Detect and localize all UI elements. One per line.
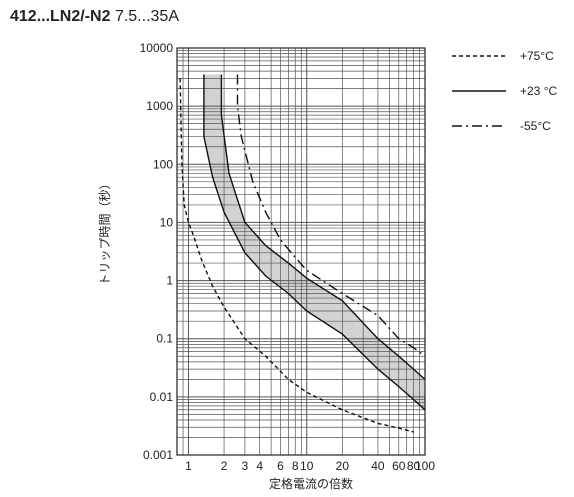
- x-tick-label: 100: [415, 459, 435, 473]
- tolerance-band: [203, 74, 425, 410]
- plot-frame: [176, 47, 426, 456]
- series-line-1: [179, 78, 414, 433]
- x-tick-label: 6: [277, 459, 284, 473]
- series-line-3: [220, 74, 426, 380]
- legend-label-2: +23 °C: [520, 84, 557, 98]
- x-tick-label: 8: [292, 459, 299, 473]
- y-tick-label: 0.01: [150, 390, 174, 404]
- x-tick-label: 1: [185, 459, 192, 473]
- chart-title: 412...LN2/-N2 7.5...35A: [10, 8, 179, 26]
- y-tick-label: 1000: [146, 99, 173, 113]
- y-tick-label: 0.001: [143, 448, 173, 462]
- x-tick-label: 10: [300, 459, 314, 473]
- x-tick-label: 40: [371, 459, 385, 473]
- series-line-4: [236, 74, 426, 357]
- y-tick-label: 1: [166, 274, 173, 288]
- x-tick-label: 80: [407, 459, 421, 473]
- x-tick-label: 60: [392, 459, 406, 473]
- legend-label-3: -55°C: [520, 119, 551, 133]
- x-tick-label: 2: [221, 459, 228, 473]
- legend-label-1: +75°C: [520, 49, 554, 63]
- y-tick-label: 0.1: [156, 332, 173, 346]
- x-tick-label: 4: [256, 459, 263, 473]
- x-axis-label: 定格電流の倍数: [269, 476, 353, 491]
- series-line-2: [203, 74, 426, 411]
- y-tick-label: 10: [160, 215, 174, 229]
- x-tick-label: 20: [336, 459, 350, 473]
- chart-title-rating: 7.5...35A: [114, 8, 179, 25]
- y-axis-label: トリップ時間（秒）: [98, 177, 112, 285]
- chart-title-bold: 412...LN2/-N2: [10, 8, 111, 25]
- x-tick-label: 3: [242, 459, 249, 473]
- y-tick-label: 100: [153, 157, 173, 171]
- y-tick-label: 10000: [140, 41, 174, 55]
